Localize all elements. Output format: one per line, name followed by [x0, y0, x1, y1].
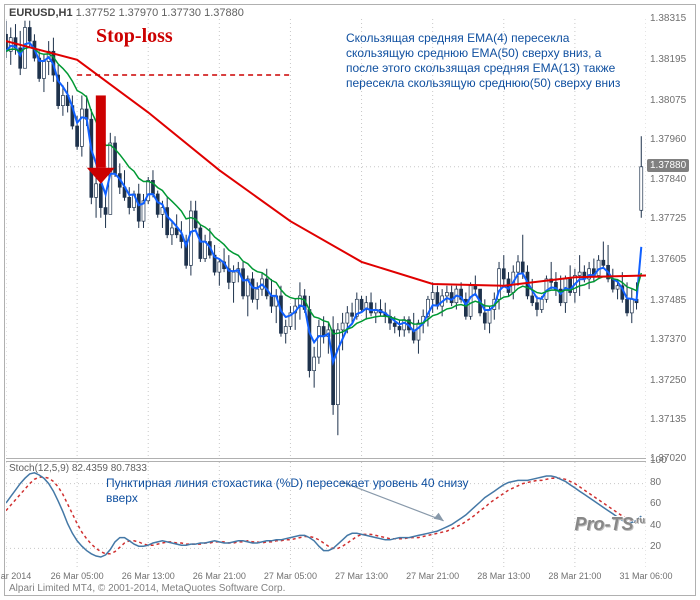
main-price-pane[interactable]: Stop-loss Скользящая средняя EMA(4) пере… — [6, 19, 646, 459]
stop-loss-label: Stop-loss — [96, 25, 173, 48]
footer-copyright: Alpari Limited MT4, © 2001-2014, MetaQuo… — [5, 582, 289, 595]
stochastic-pane[interactable]: Stoch(12,5,9) 82.4359 80.7833 Пунктирная… — [6, 461, 646, 569]
price-y-axis: 1.370201.371351.372501.373701.374851.376… — [647, 19, 696, 459]
current-price-label: 1.37880 — [647, 159, 689, 172]
chart-window: EURUSD,H1 1.37752 1.37970 1.37730 1.3788… — [4, 4, 696, 596]
symbol-label: EURUSD,H1 — [9, 7, 73, 19]
ema-cross-annotation: Скользящая средняя EMA(4) пересекла скол… — [346, 31, 626, 91]
stochastic-annotation: Пунктирная линия стохастика (%D) пересек… — [106, 476, 486, 506]
ohlc-label: 1.37752 1.37970 1.37730 1.37880 — [76, 7, 244, 19]
stochastic-y-axis: 20406080100 — [647, 461, 696, 569]
watermark-logo: Pro-TS.ru — [574, 514, 645, 535]
